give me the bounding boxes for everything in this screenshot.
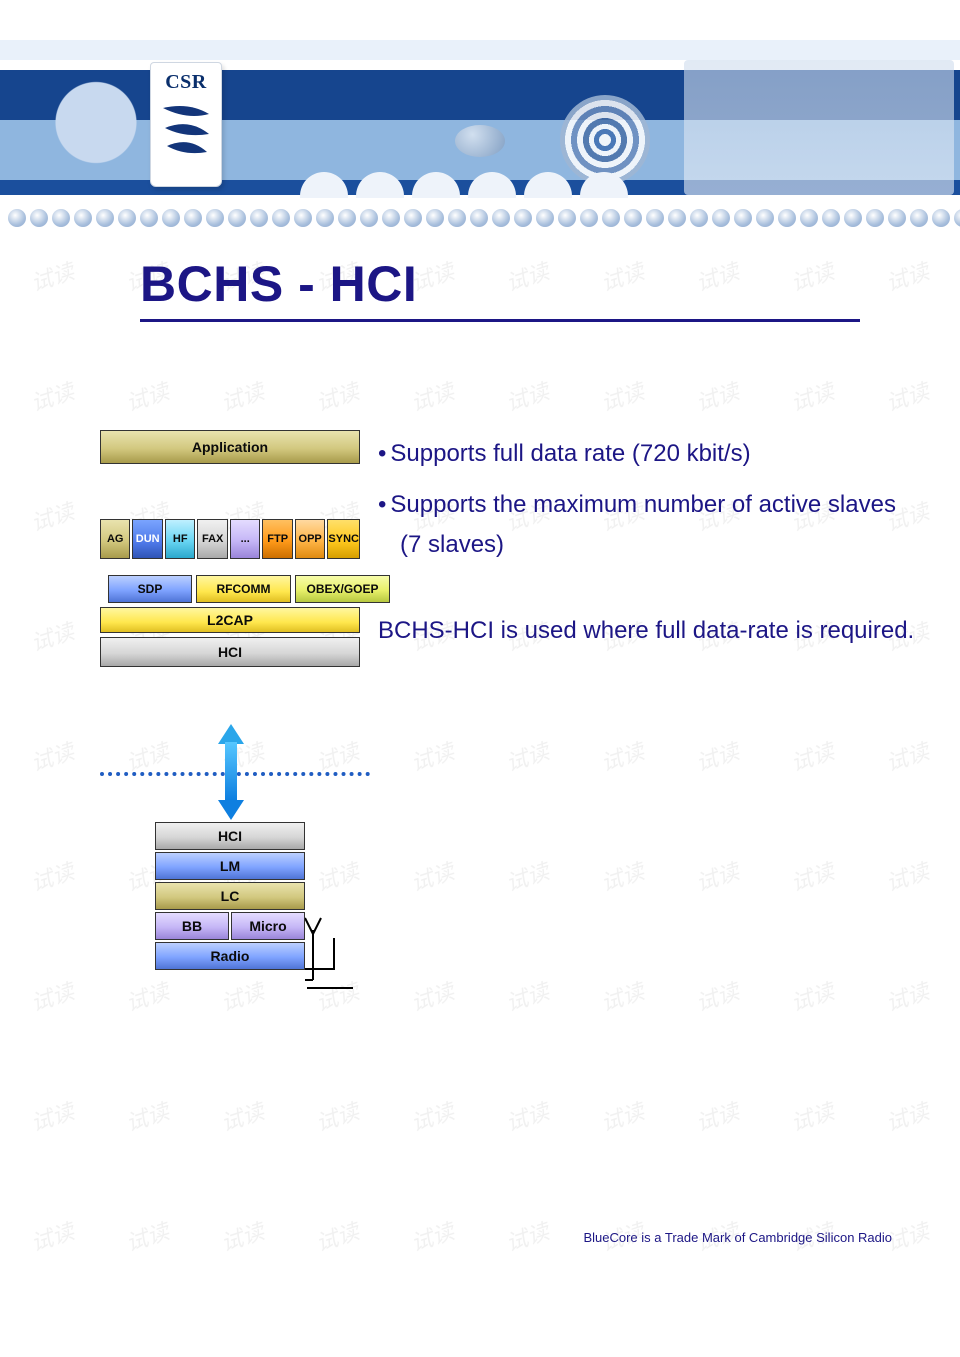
layer-micro: Micro [231,912,305,940]
layer-rfcomm: RFCOMM [196,575,291,603]
profile-ftp: FTP [262,519,292,559]
bullet-2: Supports the maximum number of active sl… [378,486,920,523]
profiles-spacer [100,464,360,519]
profile-ag: AG [100,519,130,559]
profile-dun: DUN [132,519,162,559]
layer-bb: BB [155,912,229,940]
layer-lc: LC [155,882,305,910]
layer-hci-chip: HCI [155,822,305,850]
profile-hf: HF [165,519,195,559]
layer-application: Application [100,430,360,464]
antenna-icon [305,910,385,1000]
layer-lm: LM [155,852,305,880]
summary-paragraph: BCHS-HCI is used where full data-rate is… [378,613,920,649]
profile-sync: SYNC [327,519,360,559]
radio-antenna-wire [305,968,335,970]
trademark-footer: BlueCore is a Trade Mark of Cambridge Si… [583,1230,892,1245]
page-title: BCHS - HCI [140,255,860,313]
radio-antenna-wire-v [333,938,335,970]
profile-opp: OPP [295,519,325,559]
layer-l2cap: L2CAP [100,607,360,633]
bullet-2-sub: (7 slaves) [378,531,920,559]
profile-fax: FAX [197,519,227,559]
layer-sdp: SDP [108,575,192,603]
middleware-row: SDPRFCOMMOBEX/GOEP [100,575,360,603]
banner-icon-row [0,205,960,233]
bullet-1: Supports full data rate (720 kbit/s) [378,435,920,472]
layer-hci-host: HCI [100,637,360,667]
header-banner: CSR (function(){const row=document.curre… [0,0,960,245]
slide-title-block: BCHS - HCI [140,255,860,322]
profile-row: AGDUNHFFAX...FTPOPPSYNC [100,519,360,559]
layer-obexgoep: OBEX/GOEP [295,575,390,603]
protocol-stack-controller: HCI LM LC BB Micro Radio [155,820,305,970]
csr-logo-text: CSR [165,71,207,94]
csr-logo-tag: CSR [150,62,222,187]
title-underline [140,319,860,322]
profile-...: ... [230,519,260,559]
baseband-row: BB Micro [155,910,305,940]
layer-radio: Radio [155,942,305,970]
description-block: Supports full data rate (720 kbit/s) Sup… [378,435,920,649]
hci-link-arrow [218,724,244,820]
protocol-stack-upper: Application AGDUNHFFAX...FTPOPPSYNC SDPR… [100,430,360,667]
